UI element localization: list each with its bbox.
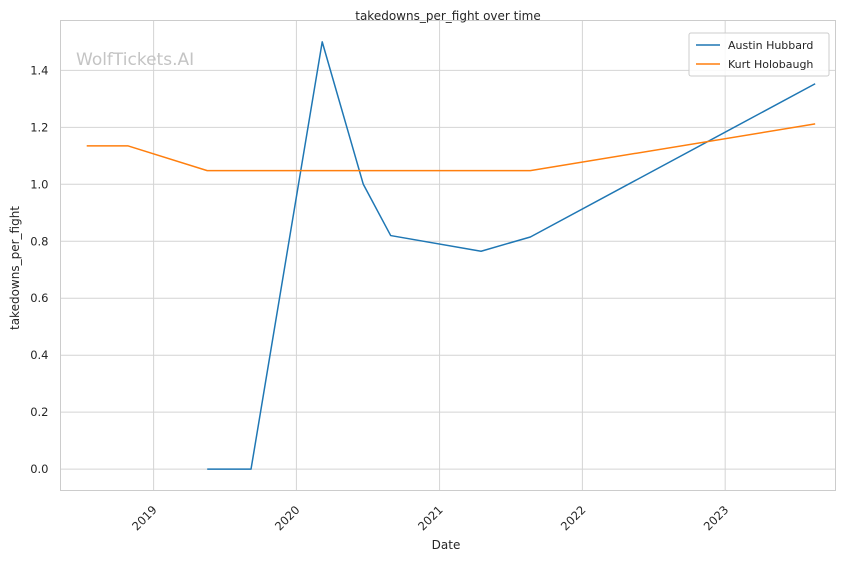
y-tick-label: 1.4: [30, 63, 48, 77]
y-tick-label: 1.0: [30, 177, 48, 191]
y-axis-label: takedowns_per_fight: [8, 206, 22, 330]
watermark: WolfTickets.AI: [76, 50, 194, 70]
y-tick-label: 0.4: [30, 348, 48, 362]
legend-label-austin-hubbard: Austin Hubbard: [728, 39, 813, 52]
series-lines: [86, 41, 816, 470]
x-axis-label: Date: [432, 538, 461, 552]
series-line-austin-hubbard: [207, 41, 816, 470]
y-tick-label: 1.2: [30, 120, 48, 134]
grid-lines: [60, 20, 836, 491]
plot-frame: [60, 20, 836, 491]
legend-label-kurt-holobaugh: Kurt Holobaugh: [728, 58, 813, 71]
y-tick-label: 0.0: [30, 462, 48, 476]
series-line-kurt-holobaugh: [86, 123, 816, 172]
y-tick-label: 0.6: [30, 291, 48, 305]
legend: Austin Hubbard Kurt Holobaugh: [688, 32, 830, 77]
legend-box: [688, 32, 830, 77]
y-tick-label: 0.2: [30, 405, 48, 419]
y-tick-label: 0.8: [30, 234, 48, 248]
chart-title: takedowns_per_fight over time: [355, 9, 541, 23]
